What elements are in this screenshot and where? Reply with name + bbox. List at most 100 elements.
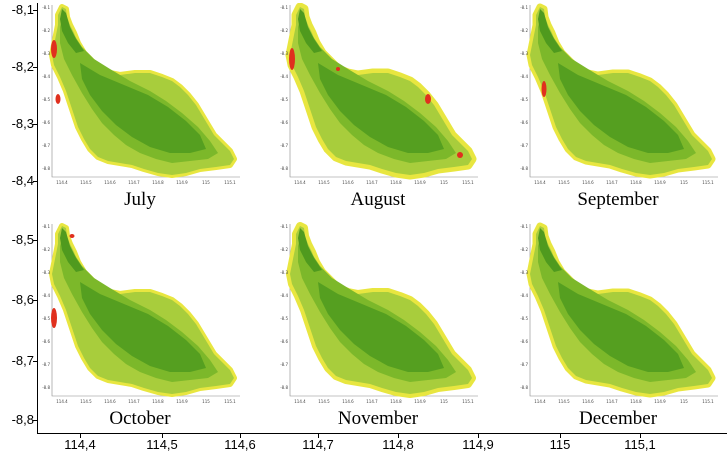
mini-y-tick: -8.2 (280, 247, 288, 252)
mini-x-tick: 114.7 (366, 180, 378, 185)
mini-x-tick: 114.8 (152, 399, 164, 404)
mini-x-tick: 114.8 (152, 180, 164, 185)
mini-x-tick: 114.4 (56, 180, 68, 185)
mini-x-tick: 114.6 (342, 399, 354, 404)
dark-green-peak (538, 9, 562, 53)
mini-y-tick: -8.7 (520, 143, 528, 148)
mini-y-tick: -8.8 (280, 385, 288, 390)
mini-y-tick: -8.1 (42, 5, 50, 10)
y-tick-label: -8,1 (11, 2, 34, 17)
dark-green-zone (318, 282, 444, 372)
x-tick-mark (240, 433, 241, 438)
x-tick-label: 115 (549, 437, 571, 452)
mini-y-tick: -8.8 (42, 385, 50, 390)
mini-x-tick: 115.1 (224, 399, 236, 404)
mini-x-tick: 114.7 (128, 180, 140, 185)
island-map: -8.1 -8.2 -8.3 -8.4 -8.5 -8.6 -8.7 -8.8 114.4 114… (42, 4, 240, 185)
mini-x-tick: 114.4 (56, 399, 68, 404)
red-zone (289, 48, 295, 70)
mini-x-tick: 114.7 (606, 180, 618, 185)
mini-y-tick: -8.6 (280, 120, 288, 125)
mini-x-tick: 114.8 (630, 180, 642, 185)
dark-green-zone (318, 63, 444, 153)
island-map: -8.1 -8.2 -8.3 -8.4 -8.5 -8.6 -8.7 -8.8 114.4 114… (280, 3, 478, 185)
dark-green-zone (558, 282, 684, 372)
mini-x-tick: 114.7 (366, 399, 378, 404)
map-panel-september: -8.1 -8.2 -8.3 -8.4 -8.5 -8.6 -8.7 -8.8 114.4 114… (518, 3, 718, 189)
island-map: -8.1 -8.2 -8.3 -8.4 -8.5 -8.6 -8.7 -8.8 114.4 114… (42, 223, 240, 404)
mini-x-tick: 114.4 (534, 399, 546, 404)
mini-x-tick: 114.8 (630, 399, 642, 404)
red-zone (541, 81, 547, 97)
mini-x-tick: 115 (440, 180, 448, 185)
mini-y-tick: -8.6 (42, 339, 50, 344)
dark-green-peak (298, 9, 322, 53)
mini-y-tick: -8.5 (280, 97, 288, 102)
mini-y-tick: -8.7 (42, 143, 50, 148)
mini-y-tick: -8.2 (42, 28, 50, 33)
map-panel-august: -8.1 -8.2 -8.3 -8.4 -8.5 -8.6 -8.7 -8.8 114.4 114… (278, 3, 478, 189)
mini-x-tick: 115 (202, 399, 210, 404)
y-axis-line (37, 3, 38, 433)
mini-x-tick: 115 (680, 180, 688, 185)
mini-x-tick: 114.4 (534, 180, 546, 185)
mini-x-tick: 115.1 (462, 399, 474, 404)
mini-x-tick: 115.1 (462, 180, 474, 185)
mini-y-tick: -8.4 (280, 293, 288, 298)
x-tick-label: 114,8 (382, 437, 414, 452)
mini-x-tick: 114.5 (318, 180, 330, 185)
mini-y-tick: -8.5 (42, 97, 50, 102)
mini-y-tick: -8.3 (42, 51, 50, 56)
mini-y-tick: -8.8 (42, 166, 50, 171)
mini-y-tick: -8.4 (520, 293, 528, 298)
x-tick-label: 115,1 (624, 437, 656, 452)
y-tick-mark (33, 361, 38, 362)
x-tick-mark (640, 433, 641, 438)
red-zone (51, 40, 57, 58)
mini-x-tick: 114.9 (414, 399, 426, 404)
month-label: November (337, 408, 419, 429)
y-tick-label: -8,8 (11, 412, 34, 427)
x-tick-label: 114,6 (224, 437, 256, 452)
map-panel-november: -8.1 -8.2 -8.3 -8.4 -8.5 -8.6 -8.7 -8.8 114.4 114… (278, 222, 478, 408)
mini-y-tick: -8.4 (42, 293, 50, 298)
mini-y-tick: -8.6 (520, 339, 528, 344)
mini-y-tick: -8.2 (280, 28, 288, 33)
x-tick-label: 114,5 (146, 437, 178, 452)
mini-y-tick: -8.8 (520, 166, 528, 171)
mini-x-tick: 114.6 (342, 180, 354, 185)
red-zone (457, 152, 463, 158)
mini-y-tick: -8.3 (42, 270, 50, 275)
mini-y-tick: -8.4 (280, 74, 288, 79)
mini-x-tick: 114.9 (654, 399, 666, 404)
mini-x-tick: 115.1 (224, 180, 236, 185)
dark-green-peak (60, 228, 84, 272)
island-map: -8.1 -8.2 -8.3 -8.4 -8.5 -8.6 -8.7 -8.8 114.4 114… (520, 222, 718, 404)
mini-x-tick: 114.9 (414, 180, 426, 185)
mini-y-tick: -8.5 (280, 316, 288, 321)
mini-x-tick: 114.9 (654, 180, 666, 185)
red-zone (51, 308, 57, 328)
x-tick-mark (80, 433, 81, 438)
island-map: -8.1 -8.2 -8.3 -8.4 -8.5 -8.6 -8.7 -8.8 114.4 114… (520, 3, 718, 185)
y-tick-mark (33, 10, 38, 11)
mini-y-tick: -8.6 (520, 120, 528, 125)
map-panel-december: -8.1 -8.2 -8.3 -8.4 -8.5 -8.6 -8.7 -8.8 114.4 114… (518, 222, 718, 408)
month-label: July (124, 189, 156, 210)
mini-x-tick: 114.5 (558, 180, 570, 185)
x-tick-mark (162, 433, 163, 438)
mini-y-tick: -8.6 (42, 120, 50, 125)
y-tick-mark (33, 240, 38, 241)
mini-y-tick: -8.3 (520, 51, 528, 56)
mini-y-tick: -8.1 (42, 224, 50, 229)
mini-y-tick: -8.7 (280, 362, 288, 367)
mini-x-tick: 114.7 (606, 399, 618, 404)
y-tick-label: -8,6 (11, 292, 34, 307)
mini-y-tick: -8.4 (520, 74, 528, 79)
mini-y-tick: -8.5 (520, 316, 528, 321)
month-label: December (578, 408, 658, 429)
dark-green-zone (80, 63, 206, 153)
y-tick-label: -8,5 (11, 232, 34, 247)
mini-x-tick: 114.5 (318, 399, 330, 404)
